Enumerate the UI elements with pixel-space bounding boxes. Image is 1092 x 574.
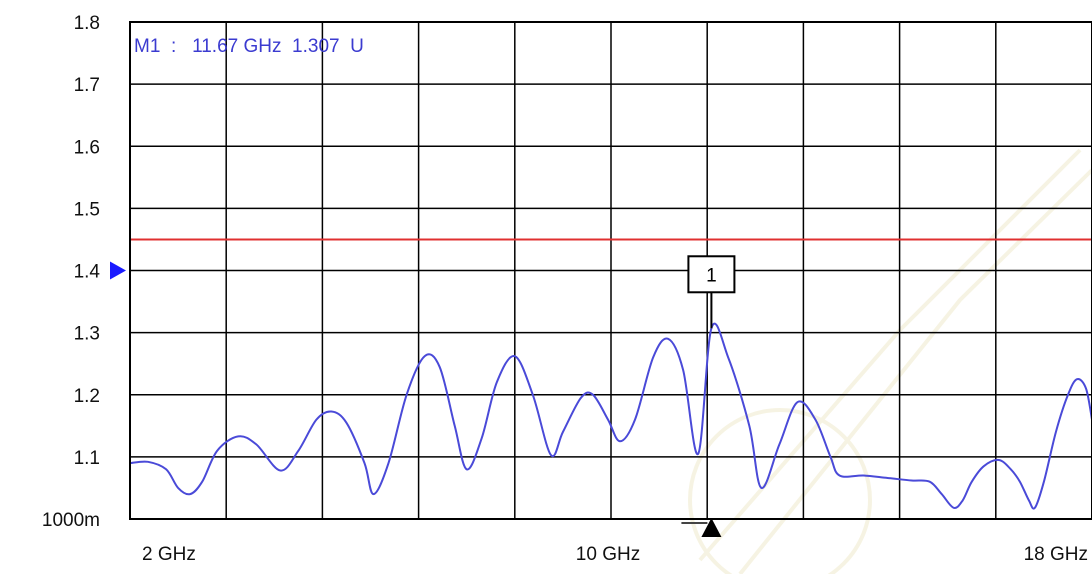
y-tick-label: 1000m [42,510,100,531]
y-tick-label: 1.8 [74,13,100,34]
x-tick-label: 10 GHz [576,544,640,565]
marker-readout: M1 : 11.67 GHz 1.307 U [134,36,364,57]
trace-line [130,322,1092,510]
y-tick-label: 1.4 [74,262,101,283]
reference-level-arrow-icon [110,261,126,280]
x-tick-label: 2 GHz [142,544,196,565]
y-tick-label: 1.6 [74,137,100,158]
y-tick-label: 1.5 [74,199,100,220]
x-axis-ticks: 2 GHz 10 GHz 18 GHz [142,544,1088,565]
y-tick-label: 1.2 [74,386,100,407]
x-tick-label: 18 GHz [1024,544,1088,565]
plot-grid [130,22,1092,519]
plot-frame [129,21,1092,520]
watermark [688,148,1092,574]
marker-box [687,255,736,294]
y-axis-ticks: 1000m 1.1 1.2 1.3 1.4 1.5 1.6 1.7 1.8 [42,13,101,531]
y-tick-label: 1.7 [74,75,100,96]
y-tick-label: 1.1 [74,448,100,469]
y-tick-label: 1.3 [74,324,100,345]
plot-area [130,322,1092,510]
marker-1[interactable]: 1 [687,255,736,329]
marker-position-arrow-icon[interactable] [701,518,722,537]
marker-id: 1 [706,265,717,286]
